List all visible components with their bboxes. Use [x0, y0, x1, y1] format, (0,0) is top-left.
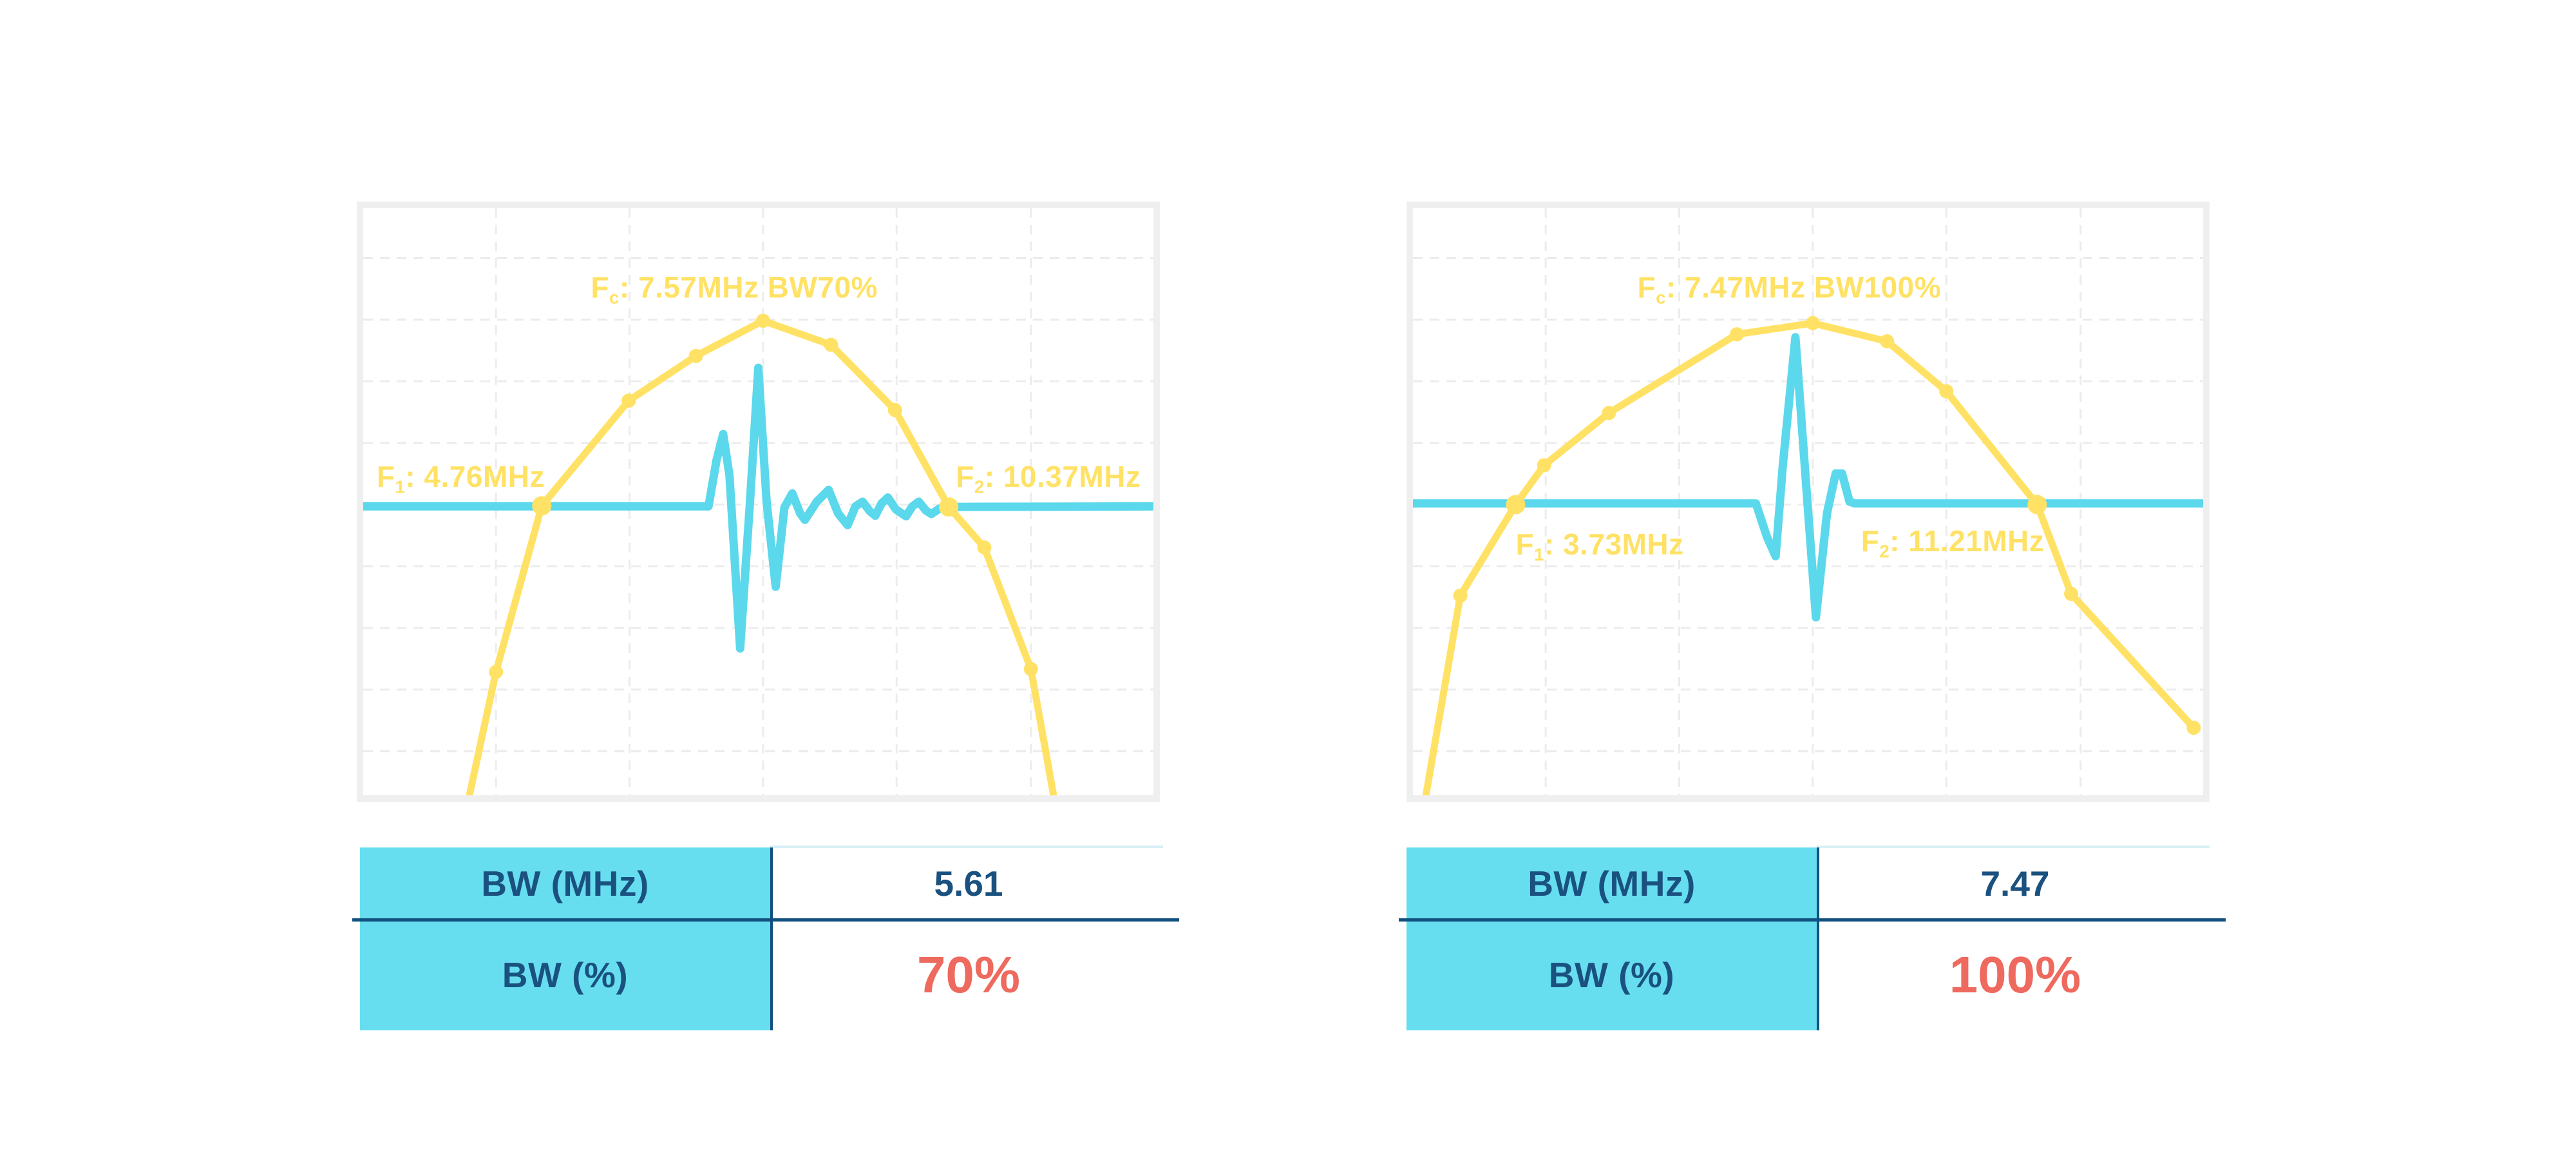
f2-label-prefix: F [956, 460, 974, 494]
spectrum-marker [1880, 334, 1895, 349]
f2-label-prefix: F [1861, 524, 1880, 558]
spectrum-marker [1805, 316, 1820, 330]
spectrum-marker [1537, 458, 1551, 473]
spectrum-marker-bandwidth-edge [532, 496, 552, 516]
table-value-bw-mhz: 5.61 [934, 864, 1003, 903]
spectrum-marker [2186, 721, 2201, 735]
spectrum-marker [824, 337, 838, 352]
pulse-waveform-line [363, 363, 1153, 653]
f1-label-value: : 3.73MHz [1544, 527, 1684, 562]
spectrum-line [466, 317, 1057, 795]
spectrum-marker [688, 348, 703, 363]
spectrum-marker [887, 402, 902, 417]
f2-label-value: : 10.37MHz [984, 460, 1141, 494]
center-frequency-label: Fc: 7.47MHz BW100% [1637, 271, 1941, 308]
table-header-bw-pct: BW (%) [1406, 920, 1817, 1030]
table-top-accent-line [1817, 846, 2210, 848]
pulse-waveform-line [1413, 333, 2203, 622]
spectrum-marker [621, 393, 636, 408]
table-column-divider-line [770, 847, 773, 1030]
table-header-bw-mhz: BW (MHz) [360, 847, 770, 920]
table-column-divider-line [1817, 847, 1819, 1030]
f1-label-subscript: 1 [395, 477, 406, 497]
spectrum-marker-bandwidth-edge [2027, 495, 2047, 515]
spectrum-marker [1602, 406, 1616, 421]
table-value-bw-mhz: 7.47 [1980, 864, 2050, 903]
spectrum-marker [1453, 588, 1468, 603]
spectrum-chart-100pct: Fc: 7.47MHz BW100% F1: 3.73MHz F2: 11.21… [1406, 202, 2210, 802]
spectrum-line [1422, 319, 2197, 795]
f1-label-subscript: 1 [1534, 544, 1544, 565]
f2-label-subscript: 2 [974, 477, 985, 497]
f1-label-prefix: F [1515, 527, 1535, 562]
fc-label-value: : 7.57MHz BW70% [619, 270, 878, 305]
spectrum-marker [1939, 384, 1954, 399]
table-value-bw-pct: 100% [1949, 946, 2081, 1003]
table-top-accent-line [770, 846, 1163, 848]
spectrum-marker [755, 314, 770, 328]
fc-label-subscript: c [1656, 288, 1666, 308]
f2-label-subscript: 2 [1879, 542, 1890, 562]
table-row-bw-mhz: BW (MHz) 7.47 [1406, 847, 2213, 920]
table-value-bw-pct: 70% [916, 946, 1021, 1003]
spectrum-marker-bandwidth-edge [1506, 495, 1526, 515]
table-row-bw-pct: BW (%) 100% [1406, 920, 2213, 1030]
spectrum-chart-svg [1413, 208, 2203, 795]
table-row-divider-line [352, 918, 1179, 922]
center-frequency-label: Fc: 7.57MHz BW70% [591, 271, 878, 308]
bandwidth-table-100pct: BW (MHz) 7.47 BW (%) 100% [1399, 846, 2226, 1030]
spectrum-marker [2064, 587, 2079, 601]
spectrum-marker [1023, 661, 1038, 676]
table-row-bw-pct: BW (%) 70% [360, 920, 1167, 1030]
spectrum-marker [1730, 327, 1745, 342]
f2-frequency-label: F2: 10.37MHz [956, 460, 1141, 497]
fc-label-prefix: F [1637, 270, 1656, 305]
fc-label-subscript: c [609, 288, 620, 308]
f1-label-prefix: F [376, 460, 395, 494]
f1-label-value: : 4.76MHz [405, 460, 545, 494]
f1-frequency-label: F1: 4.76MHz [377, 460, 545, 497]
f1-frequency-label: F1: 3.73MHz [1516, 528, 1684, 565]
spectrum-marker [977, 540, 992, 555]
spectrum-marker [489, 665, 504, 679]
spectrum-chart-svg [363, 208, 1153, 795]
table-row-bw-mhz: BW (MHz) 5.61 [360, 847, 1167, 920]
spectrum-chart-70pct: Fc: 7.57MHz BW70% F1: 4.76MHz F2: 10.37M… [357, 202, 1160, 802]
fc-label-value: : 7.47MHz BW100% [1665, 270, 1942, 305]
table-header-bw-mhz: BW (MHz) [1406, 847, 1817, 920]
f2-frequency-label: F2: 11.21MHz [1861, 525, 2045, 562]
table-row-divider-line [1399, 918, 2226, 922]
f2-label-value: : 11.21MHz [1889, 524, 2045, 558]
fc-label-prefix: F [591, 270, 609, 305]
spectrum-marker-bandwidth-edge [939, 497, 959, 517]
table-header-bw-pct: BW (%) [360, 920, 770, 1030]
bandwidth-table-70pct: BW (MHz) 5.61 BW (%) 70% [352, 846, 1179, 1030]
